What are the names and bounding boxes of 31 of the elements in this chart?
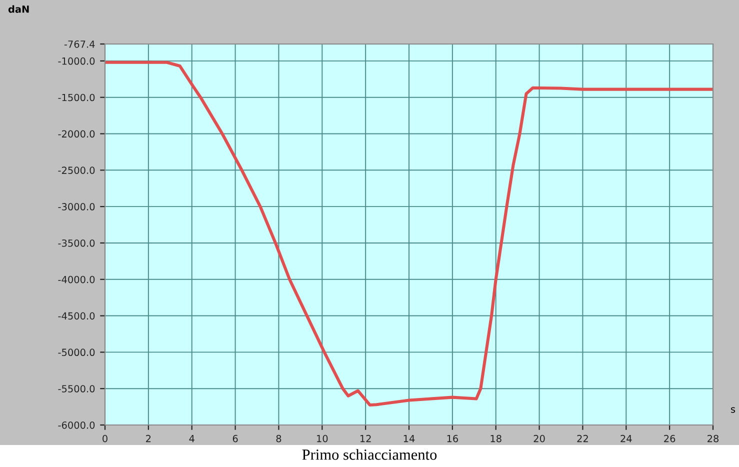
x-tick-label: 14 bbox=[404, 435, 415, 442]
x-tick-label: 8 bbox=[276, 434, 282, 442]
y-axis-title: daN bbox=[8, 5, 29, 13]
x-tick-label: 28 bbox=[708, 434, 719, 442]
x-tick-label: 18 bbox=[490, 434, 502, 442]
x-tick-label: 10 bbox=[317, 434, 328, 442]
text: Primo schiacciamento bbox=[302, 449, 437, 460]
y-tick-label: -767.4 bbox=[64, 40, 95, 48]
x-tick-label: 22 bbox=[577, 434, 588, 442]
y-tick-label: -3000.0 bbox=[58, 203, 95, 210]
y-tick-label: -4000.0 bbox=[58, 276, 95, 284]
y-tick-label: -4500.0 bbox=[58, 312, 95, 320]
x-tick-label: 20 bbox=[534, 434, 545, 442]
y-tick-label: -5500.0 bbox=[58, 385, 95, 392]
x-tick-label: 24 bbox=[620, 434, 632, 442]
y-tick-label: -1500.0 bbox=[58, 94, 95, 102]
x-tick-label: 6 bbox=[232, 434, 238, 442]
y-tick-label: -2500.0 bbox=[58, 166, 95, 174]
x-tick-label: 12 bbox=[360, 434, 371, 442]
x-tick-label: 0 bbox=[102, 434, 108, 442]
y-tick-label: -3500.0 bbox=[58, 239, 95, 247]
x-tick-label: 16 bbox=[447, 434, 458, 442]
y-tick-label: -5000.0 bbox=[58, 348, 95, 356]
x-tick-label: 4 bbox=[189, 435, 194, 442]
line-series bbox=[105, 60, 713, 407]
y-tick-label: -1000.0 bbox=[58, 57, 95, 65]
x-tick-label: 26 bbox=[664, 434, 676, 442]
y-tick-label: -2000.0 bbox=[58, 130, 95, 138]
y-tick-label: -6000.0 bbox=[58, 421, 95, 429]
x-axis-title: s bbox=[730, 407, 736, 413]
x-tick-label: 2 bbox=[146, 434, 151, 442]
